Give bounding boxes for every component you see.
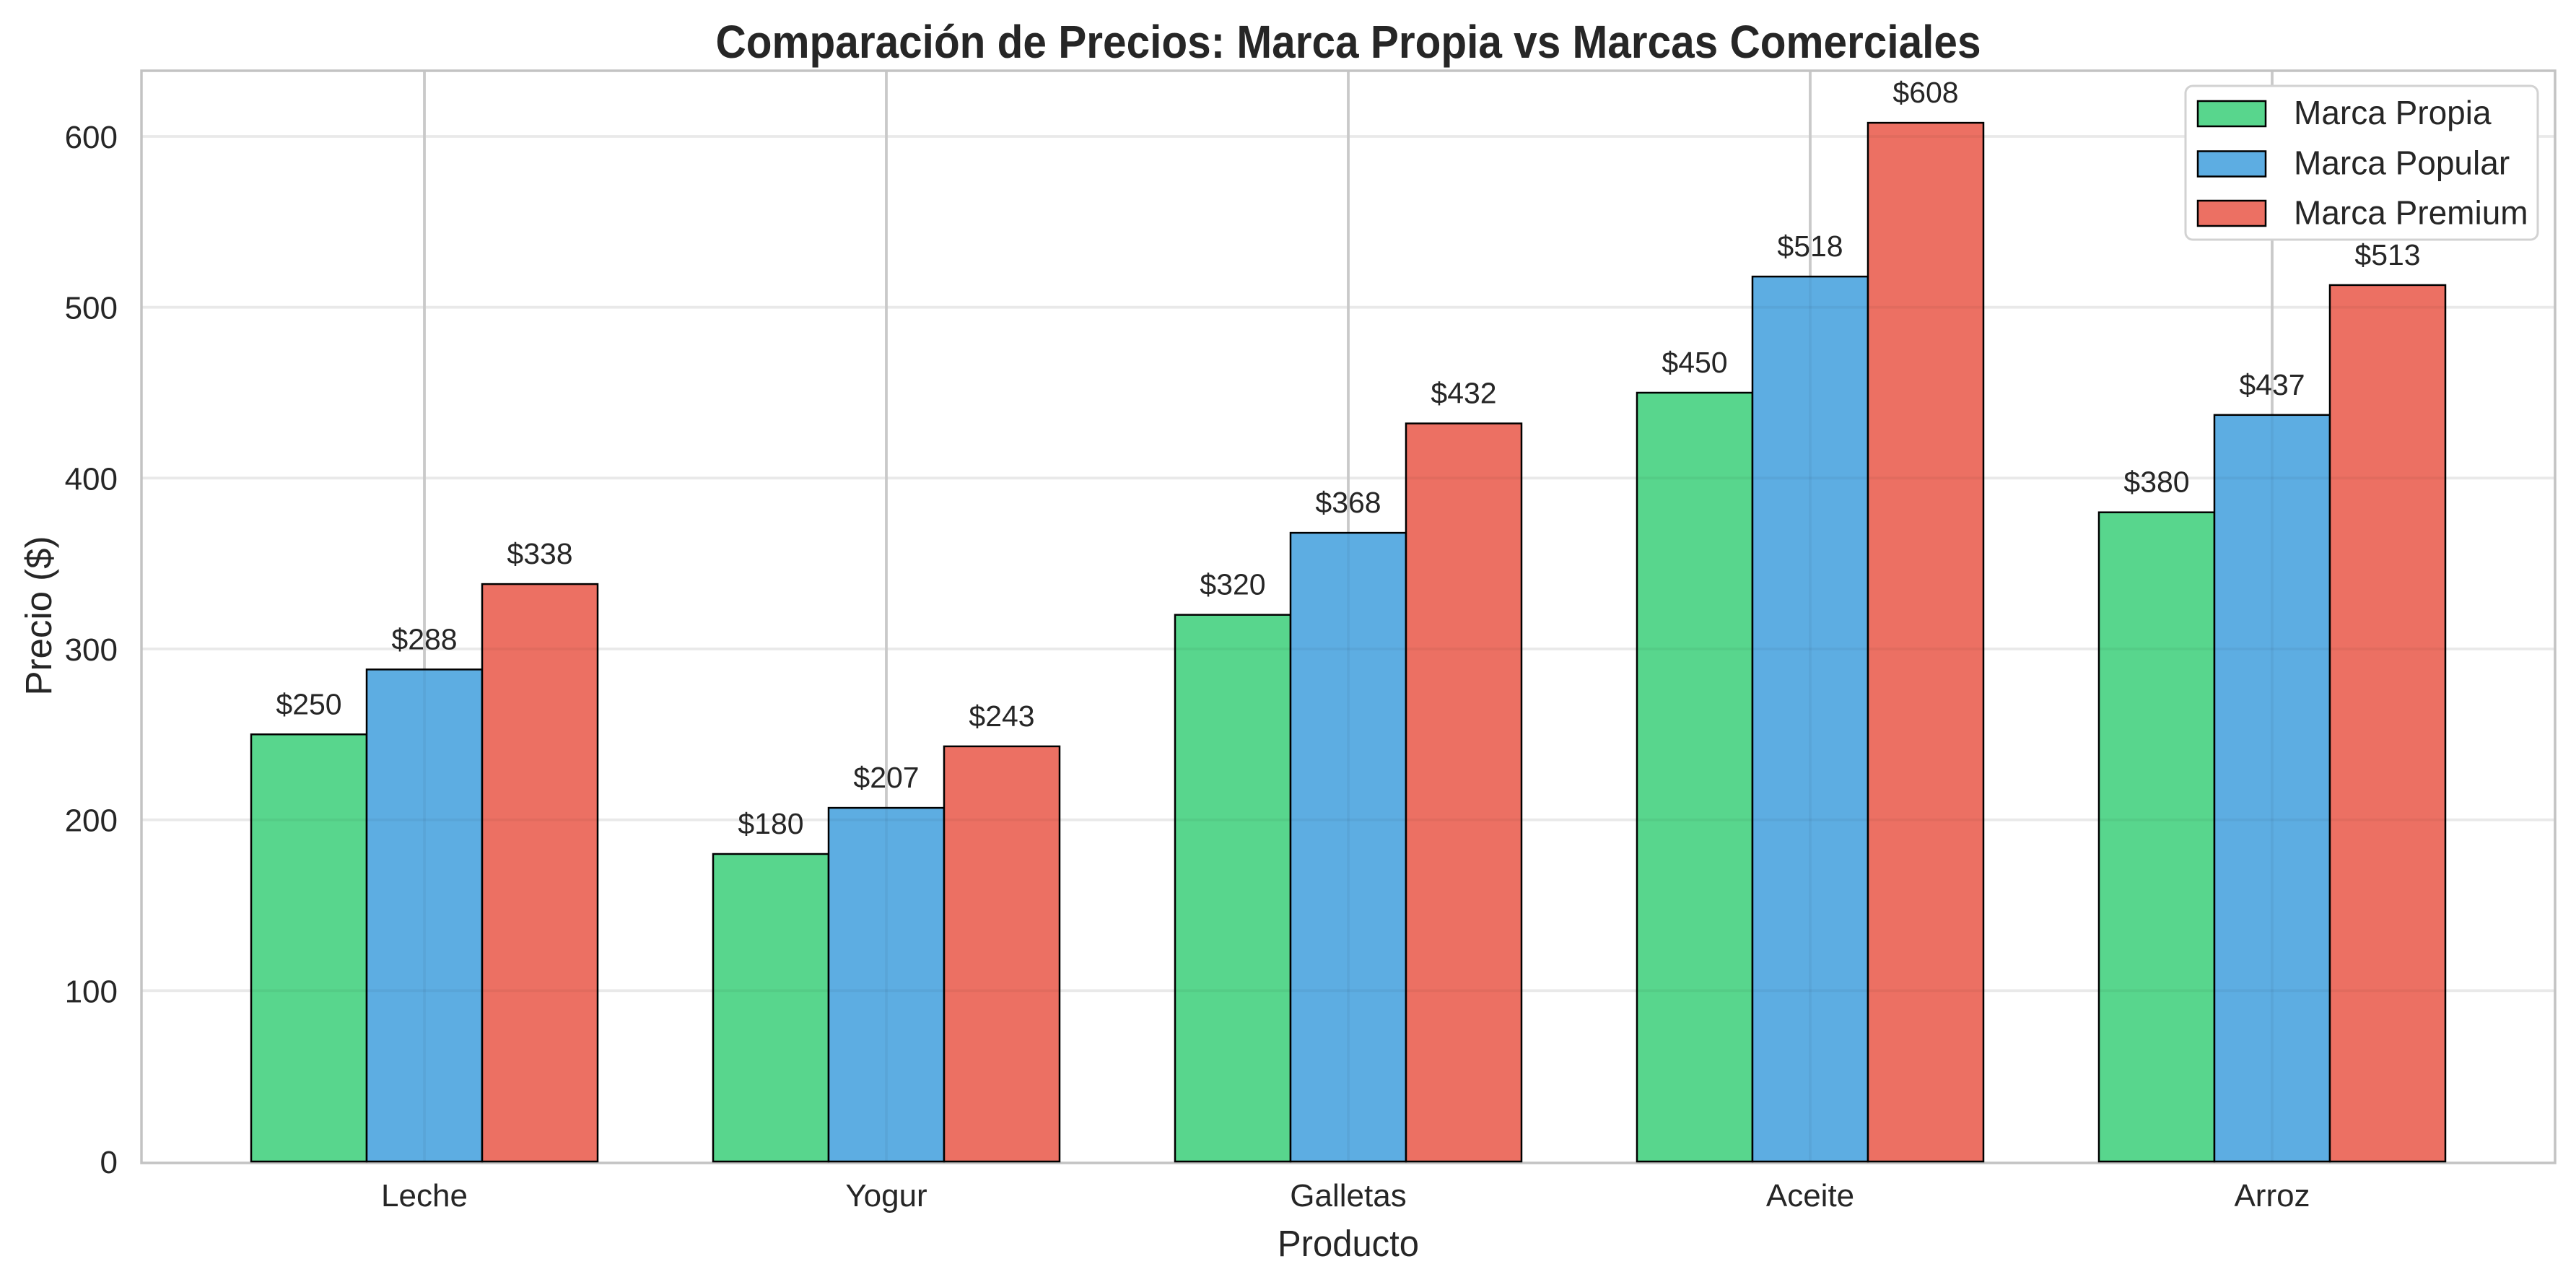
svg-text:$380: $380 (2123, 466, 2189, 499)
svg-text:$180: $180 (738, 807, 803, 840)
svg-text:$432: $432 (1431, 377, 1496, 410)
svg-text:500: 500 (65, 291, 118, 326)
svg-text:Arroz: Arroz (2234, 1178, 2310, 1213)
svg-text:Marca Popular: Marca Popular (2294, 144, 2510, 182)
svg-text:$437: $437 (2239, 368, 2305, 401)
svg-text:400: 400 (65, 461, 118, 497)
svg-text:$450: $450 (1662, 346, 1727, 379)
svg-text:$513: $513 (2354, 238, 2420, 271)
svg-text:$518: $518 (1777, 230, 1843, 263)
svg-text:$320: $320 (1200, 568, 1265, 601)
svg-text:Leche: Leche (381, 1178, 468, 1213)
svg-text:300: 300 (65, 632, 118, 668)
svg-text:100: 100 (65, 974, 118, 1009)
svg-text:200: 200 (65, 803, 118, 839)
svg-text:Marca Propia: Marca Propia (2294, 94, 2492, 131)
svg-text:Producto: Producto (1278, 1223, 1419, 1264)
svg-text:$250: $250 (276, 687, 341, 720)
svg-text:Marca Premium: Marca Premium (2294, 194, 2528, 232)
svg-text:Aceite: Aceite (1766, 1178, 1854, 1213)
svg-text:$207: $207 (853, 761, 919, 794)
svg-text:Yogur: Yogur (845, 1178, 927, 1213)
svg-text:$368: $368 (1315, 486, 1381, 519)
svg-text:600: 600 (65, 120, 118, 155)
svg-text:$288: $288 (391, 622, 457, 655)
svg-text:Precio ($): Precio ($) (18, 536, 59, 696)
svg-text:Galletas: Galletas (1290, 1178, 1406, 1213)
svg-text:Comparación de Precios: Marca: Comparación de Precios: Marca Propia vs … (716, 16, 1981, 68)
svg-text:$338: $338 (507, 537, 572, 570)
svg-text:0: 0 (100, 1145, 118, 1180)
svg-text:$608: $608 (1892, 76, 1958, 109)
svg-text:$243: $243 (969, 699, 1034, 733)
